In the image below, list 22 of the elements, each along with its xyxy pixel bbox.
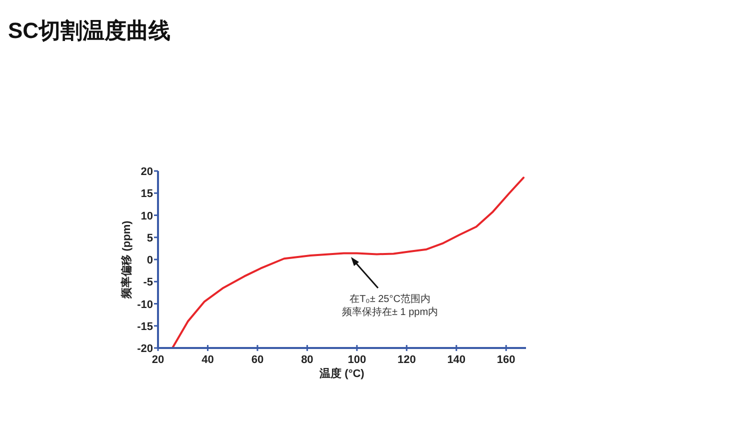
y-tick-label: 0 [146,254,153,266]
y-tick-label: -10 [137,298,153,311]
x-tick-label: 120 [397,354,416,366]
y-tick-label: 20 [140,166,153,178]
x-tick-label: 140 [447,354,466,366]
x-tick-label: 60 [251,354,264,366]
line-series [172,176,525,348]
y-tick-label: -15 [137,320,153,333]
x-tick-label: 40 [202,354,214,366]
y-axis-title: 频率偏移 (ppm) [120,220,133,300]
x-tick-label: 160 [496,354,516,366]
annotation: 频率保持在± 1 ppm内 [342,306,438,318]
y-tick-label: -20 [137,343,153,355]
x-tick-label: 100 [348,354,366,366]
y-tick-label: 10 [140,210,153,222]
x-axis-title: 温度 (°C) [318,367,365,380]
y-tick-label: 15 [140,188,153,200]
y-tick-label: -5 [143,276,153,289]
x-tick-label: 80 [301,354,314,366]
chart-title: SC切割温度曲线 [8,18,171,43]
y-tick-label: 5 [146,232,153,244]
annotation: 在T₀± 25°C范围内 [350,293,430,305]
